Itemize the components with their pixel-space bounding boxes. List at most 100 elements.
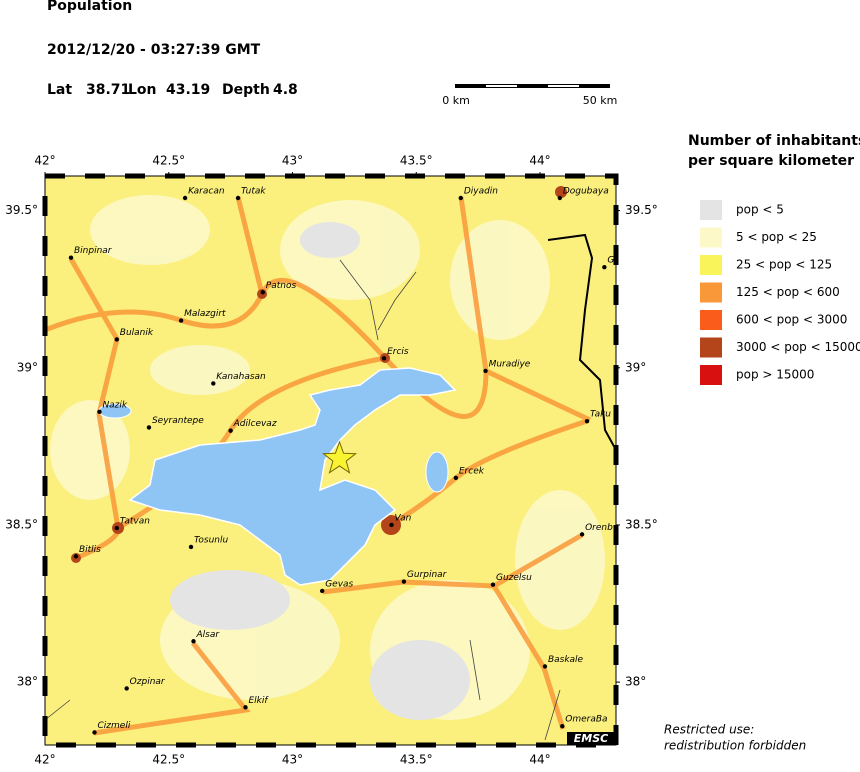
footer-line: redistribution forbidden <box>664 739 806 753</box>
x-tick-label: 42° <box>34 154 55 168</box>
legend-label: 5 < pop < 25 <box>736 230 817 244</box>
city-label: Tosunlu <box>194 535 228 545</box>
city-label: Van <box>395 513 412 523</box>
scale-bar: 0 km 50 km <box>442 84 617 107</box>
legend-swatch <box>700 337 722 358</box>
city-label: Ercek <box>459 466 485 476</box>
legend-swatch <box>700 282 722 303</box>
x-tick-label: 42.5° <box>152 753 185 767</box>
city-label: Elkif <box>248 696 269 706</box>
city-dot <box>602 264 607 270</box>
y-tick-label: 39.5° <box>625 203 658 217</box>
y-tick-label: 39.5° <box>5 203 38 217</box>
city-dot <box>320 588 325 594</box>
depth-label: Depth <box>222 82 270 98</box>
y-tick-label: 38.5° <box>5 517 38 531</box>
city-dot <box>178 318 184 323</box>
city-dot <box>542 664 548 669</box>
city-label: OmeraBa <box>565 715 607 725</box>
city-label: Gurpinar <box>407 570 448 580</box>
x-tick-label: 43° <box>282 154 303 168</box>
city-label: Guzelsu <box>496 573 532 583</box>
x-tick-label: 43.5° <box>400 753 433 767</box>
lat-label: Lat <box>47 82 72 98</box>
city-label: Karacan <box>188 187 225 197</box>
city-dot <box>182 195 188 201</box>
city-dot <box>124 686 129 691</box>
city-dot <box>146 425 152 430</box>
city-label: Kanahasan <box>216 372 266 382</box>
city-label: Binpinar <box>74 246 113 256</box>
scale-start: 0 km <box>442 94 470 107</box>
cities: Karacan Tutak Diyadin Dogubaya Binpinar G Patn… <box>68 187 614 735</box>
lat-value: 38.71 <box>86 82 130 98</box>
city-label: Cizmeli <box>98 721 131 731</box>
legend-label: pop < 5 <box>736 203 784 217</box>
legend-swatch <box>700 227 722 248</box>
city-dot <box>401 579 407 584</box>
city-label: Taku <box>590 410 611 420</box>
y-tick-label: 38° <box>625 675 646 689</box>
city-label: Ozpinar <box>130 677 166 687</box>
y-tick-label: 39° <box>625 360 646 374</box>
city-dot <box>381 356 387 361</box>
legend-swatch <box>700 255 722 275</box>
legend-label: 25 < pop < 125 <box>736 258 832 272</box>
city-label: Alsar <box>196 630 221 640</box>
city-label: Muradiye <box>489 359 531 369</box>
city-dot <box>188 544 194 550</box>
city-label: Baskale <box>548 655 584 665</box>
city-label: Nazik <box>102 400 127 410</box>
city-label: Bitlis <box>79 545 101 555</box>
x-tick-label: 42.5° <box>152 154 185 168</box>
city-dot <box>453 475 459 480</box>
city-label: Dogubaya <box>563 187 609 197</box>
x-tick-label: 43.5° <box>400 154 433 168</box>
city-label: Tatvan <box>120 517 150 527</box>
logo: EMSC <box>574 732 608 745</box>
x-tick-label: 44° <box>529 753 550 767</box>
border <box>547 233 616 451</box>
legend-swatch <box>700 310 722 330</box>
city-dot <box>560 723 565 729</box>
lon-label: Lon <box>128 82 157 98</box>
city-label: Orenb <box>585 523 613 533</box>
city-label: Patnos <box>266 281 297 291</box>
depth-value: 4.8 <box>273 82 298 98</box>
y-tick-label: 38° <box>17 675 38 689</box>
city-dot <box>579 532 585 537</box>
city-dot <box>389 522 394 528</box>
legend-title: Number of inhabitants <box>688 133 860 149</box>
legend-swatch <box>700 200 722 220</box>
city-label: Ercis <box>387 347 409 357</box>
city-dot <box>97 409 102 414</box>
city-dot <box>68 255 74 260</box>
city-label: Tutak <box>241 187 266 197</box>
city-dot <box>114 525 119 531</box>
x-tick-label: 42° <box>34 753 55 767</box>
city-dot <box>92 730 97 735</box>
legend-title: per square kilometer <box>688 153 854 169</box>
legend-label: 3000 < pop < 15000 <box>736 340 860 354</box>
title: Population <box>47 0 132 14</box>
city-label: Gevas <box>325 579 353 589</box>
scale-end: 50 km <box>583 94 618 107</box>
city-dot <box>114 337 119 342</box>
map-body <box>45 176 616 745</box>
y-tick-label: 38.5° <box>625 517 658 531</box>
legend-label: 600 < pop < 3000 <box>736 313 847 327</box>
city-label: Seyrantepe <box>152 416 204 426</box>
city-dot <box>557 195 563 201</box>
city-label: Adilcevaz <box>233 419 277 429</box>
city-dot <box>483 368 488 374</box>
city-dot <box>235 195 241 201</box>
x-tick-label: 43° <box>282 753 303 767</box>
city-dot <box>228 428 233 433</box>
city-dot <box>458 195 464 201</box>
legend-label: 125 < pop < 600 <box>736 285 840 299</box>
city-label: Malazgirt <box>184 309 226 319</box>
city-dot <box>191 639 196 644</box>
epicenter <box>322 440 358 474</box>
footer-line: Restricted use: <box>664 723 754 737</box>
city-label: G <box>607 256 614 266</box>
